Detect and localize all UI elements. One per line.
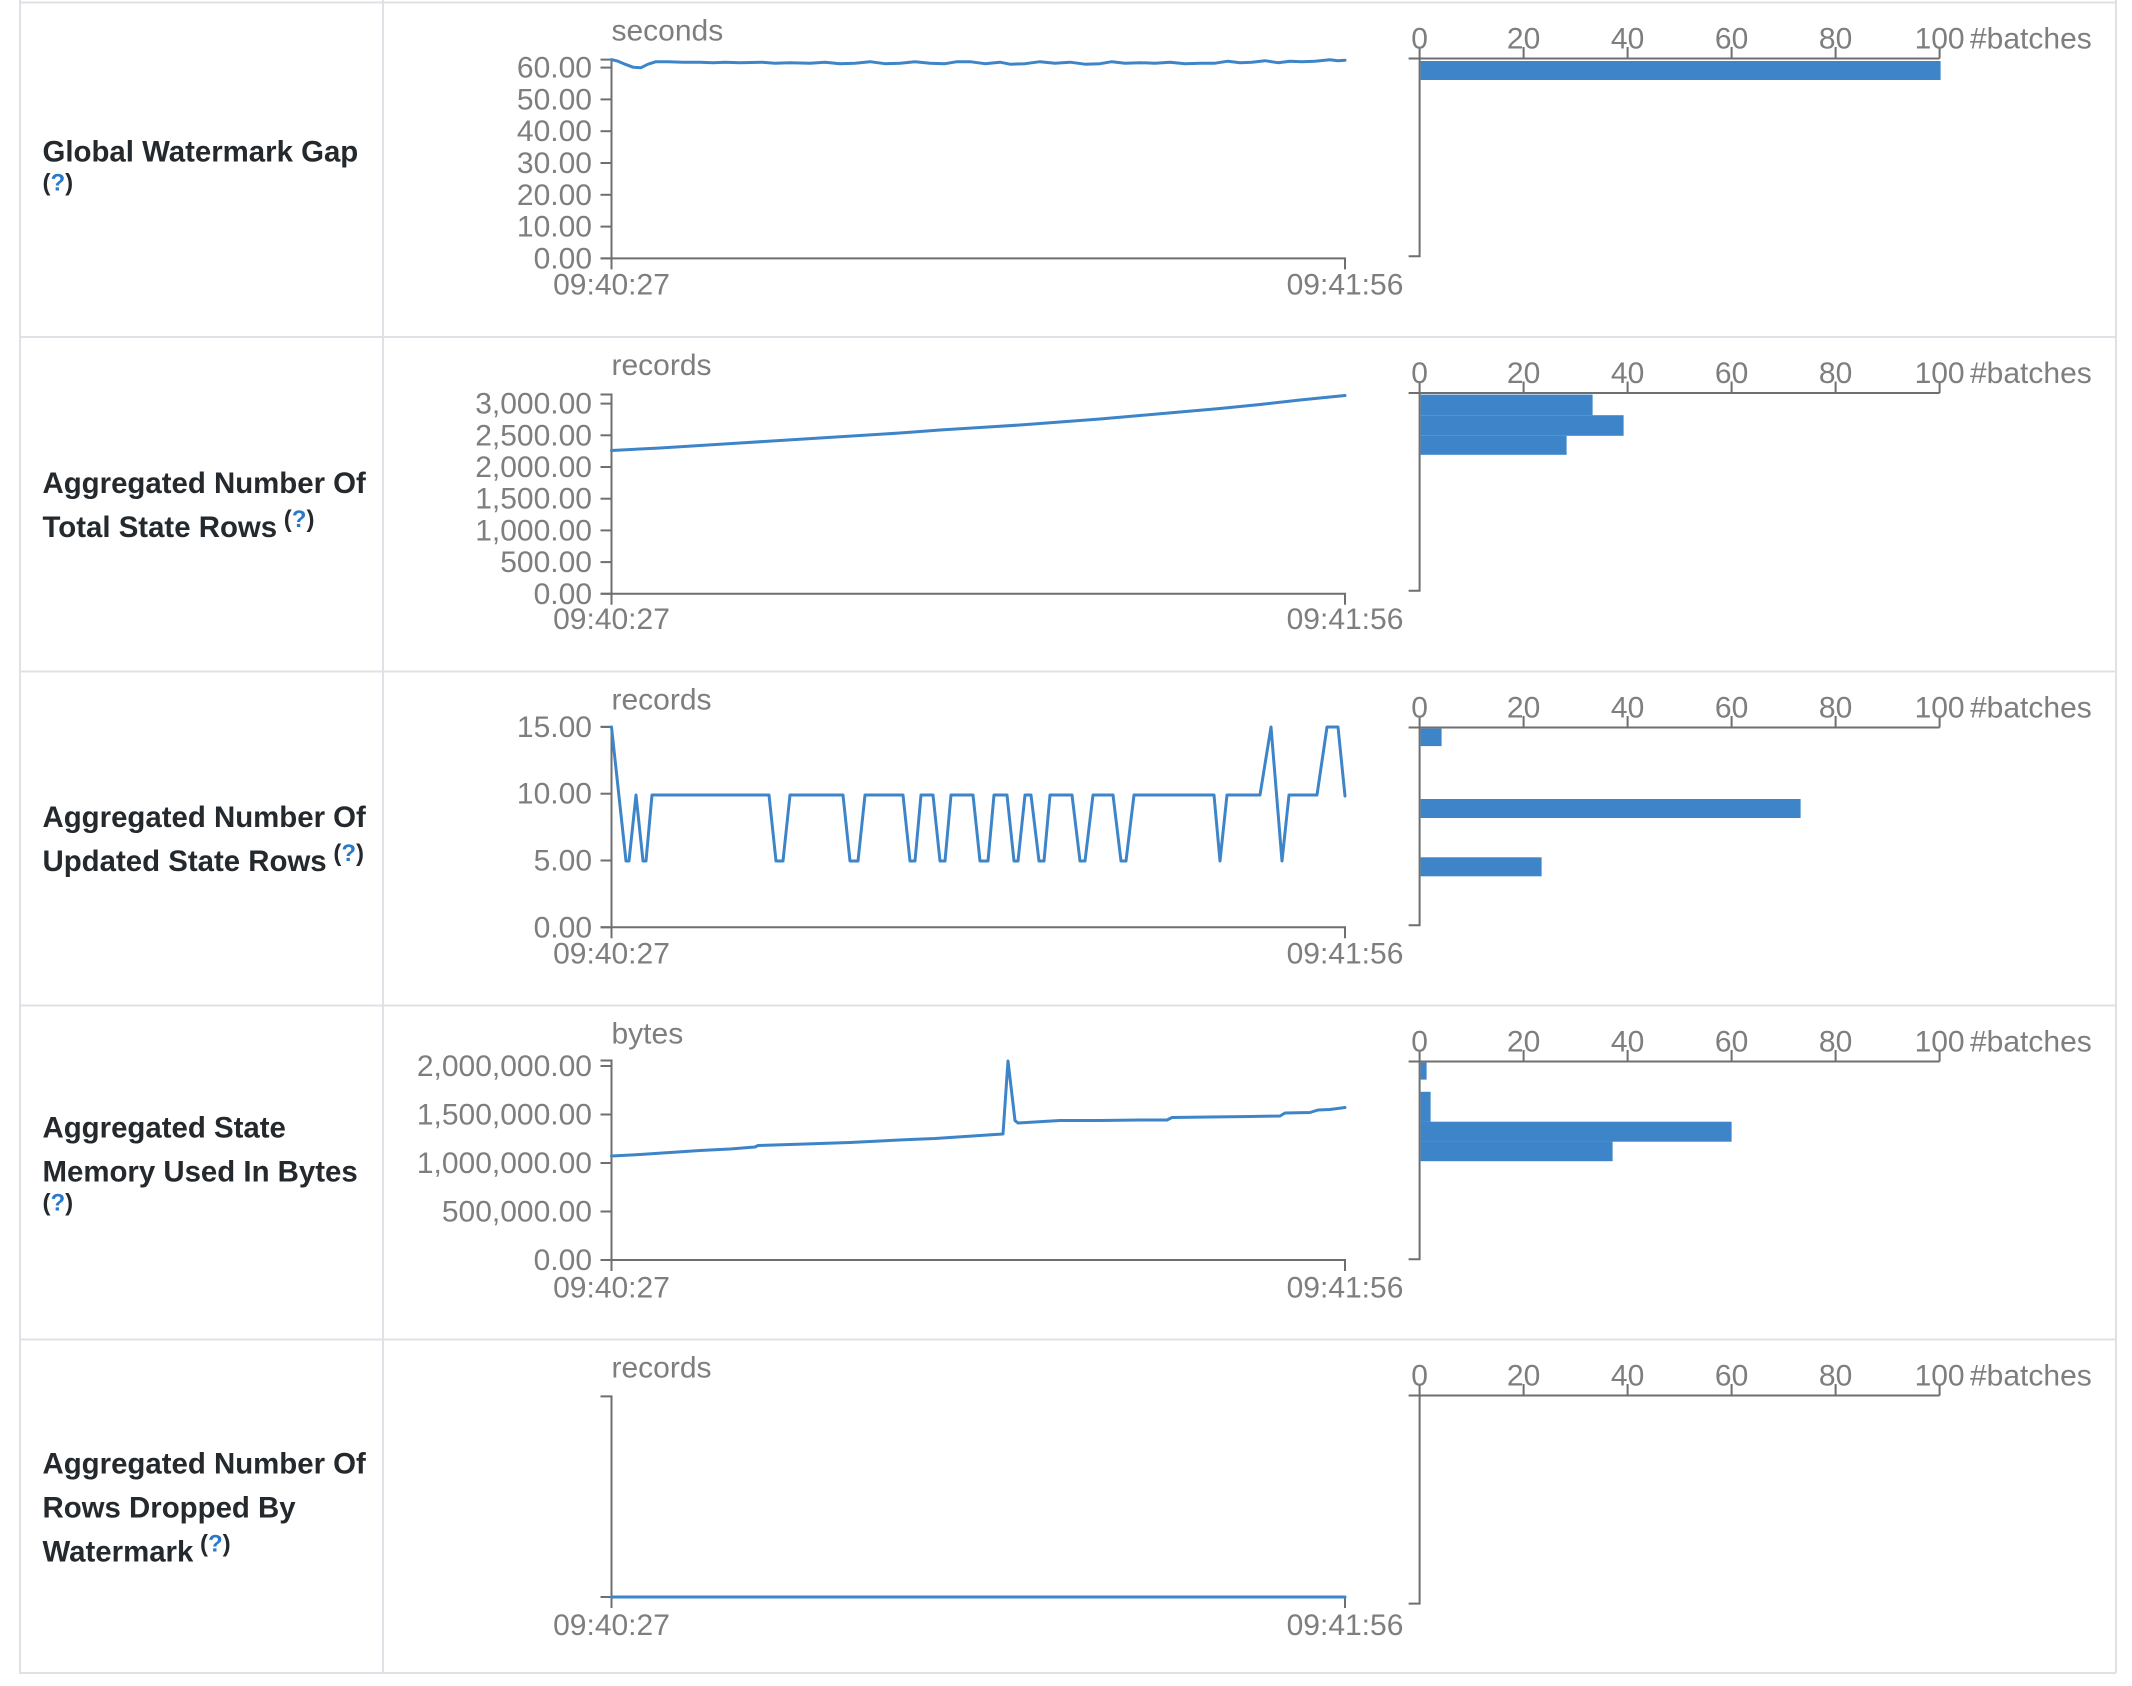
svg-text:1,500.00: 1,500.00 [475,483,592,516]
svg-text:09:40:27: 09:40:27 [553,938,670,971]
svg-text:60: 60 [1715,1360,1748,1393]
svg-text:09:41:56: 09:41:56 [1287,938,1404,971]
svg-text:40: 40 [1611,1026,1644,1059]
svg-text:80: 80 [1819,357,1852,390]
svg-text:Aggregated Number Of: Aggregated Number Of [43,467,367,500]
svg-text:(?): (?) [43,170,74,197]
svg-text:#batches: #batches [1970,1360,2092,1393]
svg-text:80: 80 [1819,692,1852,725]
svg-text:500.00: 500.00 [500,546,592,579]
svg-text:Aggregated Number Of: Aggregated Number Of [43,1448,367,1481]
svg-text:2,000.00: 2,000.00 [475,451,592,484]
svg-text:Rows Dropped By: Rows Dropped By [43,1492,297,1525]
svg-text:0.00: 0.00 [534,578,592,611]
svg-text:bytes: bytes [612,1018,684,1051]
svg-text:Aggregated Number Of: Aggregated Number Of [43,801,367,834]
svg-text:30.00: 30.00 [517,147,592,180]
svg-text:20.00: 20.00 [517,179,592,212]
svg-text:20: 20 [1507,23,1540,56]
svg-text:1,000.00: 1,000.00 [475,514,592,547]
svg-text:(?): (?) [43,1190,74,1217]
svg-text:09:40:27: 09:40:27 [553,269,670,302]
svg-text:09:40:27: 09:40:27 [553,1609,670,1642]
svg-text:0: 0 [1411,1026,1428,1059]
svg-text:50.00: 50.00 [517,83,592,116]
svg-text:Updated State Rows (?): Updated State Rows (?) [43,840,365,878]
svg-text:60: 60 [1715,1026,1748,1059]
svg-text:60: 60 [1715,357,1748,390]
svg-text:Global Watermark Gap: Global Watermark Gap [43,136,359,169]
svg-text:1,000,000.00: 1,000,000.00 [417,1147,592,1180]
svg-text:60: 60 [1715,692,1748,725]
svg-text:5.00: 5.00 [534,845,592,878]
svg-text:seconds: seconds [612,15,724,48]
svg-text:40: 40 [1611,23,1644,56]
svg-text:15.00: 15.00 [517,711,592,744]
svg-text:100: 100 [1915,357,1965,390]
svg-text:records: records [612,1352,712,1385]
svg-text:100: 100 [1915,23,1965,56]
svg-text:40.00: 40.00 [517,115,592,148]
svg-text:#batches: #batches [1970,23,2092,56]
svg-text:09:41:56: 09:41:56 [1287,269,1404,302]
svg-text:500,000.00: 500,000.00 [442,1196,592,1229]
svg-text:20: 20 [1507,692,1540,725]
svg-text:09:41:56: 09:41:56 [1287,1609,1404,1642]
svg-text:20: 20 [1507,1026,1540,1059]
svg-text:0.00: 0.00 [534,242,592,275]
svg-text:0: 0 [1411,357,1428,390]
svg-text:Memory Used In Bytes: Memory Used In Bytes [43,1156,358,1189]
svg-text:#batches: #batches [1970,1026,2092,1059]
svg-text:2,500.00: 2,500.00 [475,419,592,452]
svg-text:20: 20 [1507,1360,1540,1393]
svg-text:60: 60 [1715,23,1748,56]
svg-text:80: 80 [1819,1360,1852,1393]
svg-text:0.00: 0.00 [534,911,592,944]
svg-text:0.00: 0.00 [534,1244,592,1277]
svg-text:09:40:27: 09:40:27 [553,1272,670,1305]
svg-text:1,500,000.00: 1,500,000.00 [417,1099,592,1132]
svg-text:10.00: 10.00 [517,211,592,244]
svg-text:Total State Rows (?): Total State Rows (?) [43,506,315,544]
svg-text:10.00: 10.00 [517,778,592,811]
svg-text:20: 20 [1507,357,1540,390]
svg-text:3,000.00: 3,000.00 [475,388,592,421]
svg-text:#batches: #batches [1970,692,2092,725]
svg-text:100: 100 [1915,1026,1965,1059]
svg-text:#batches: #batches [1970,357,2092,390]
svg-text:0: 0 [1411,692,1428,725]
svg-text:100: 100 [1915,1360,1965,1393]
svg-text:60.00: 60.00 [517,52,592,85]
svg-text:0: 0 [1411,1360,1428,1393]
svg-text:Watermark (?): Watermark (?) [43,1531,231,1569]
svg-text:100: 100 [1915,692,1965,725]
svg-text:09:41:56: 09:41:56 [1287,603,1404,636]
svg-text:09:41:56: 09:41:56 [1287,1272,1404,1305]
svg-text:2,000,000.00: 2,000,000.00 [417,1050,592,1083]
svg-text:80: 80 [1819,23,1852,56]
svg-text:records: records [612,349,712,382]
svg-text:80: 80 [1819,1026,1852,1059]
svg-text:records: records [612,684,712,717]
svg-text:Aggregated State: Aggregated State [43,1112,286,1145]
svg-text:09:40:27: 09:40:27 [553,603,670,636]
svg-text:40: 40 [1611,357,1644,390]
svg-text:0: 0 [1411,23,1428,56]
svg-text:40: 40 [1611,692,1644,725]
svg-text:40: 40 [1611,1360,1644,1393]
